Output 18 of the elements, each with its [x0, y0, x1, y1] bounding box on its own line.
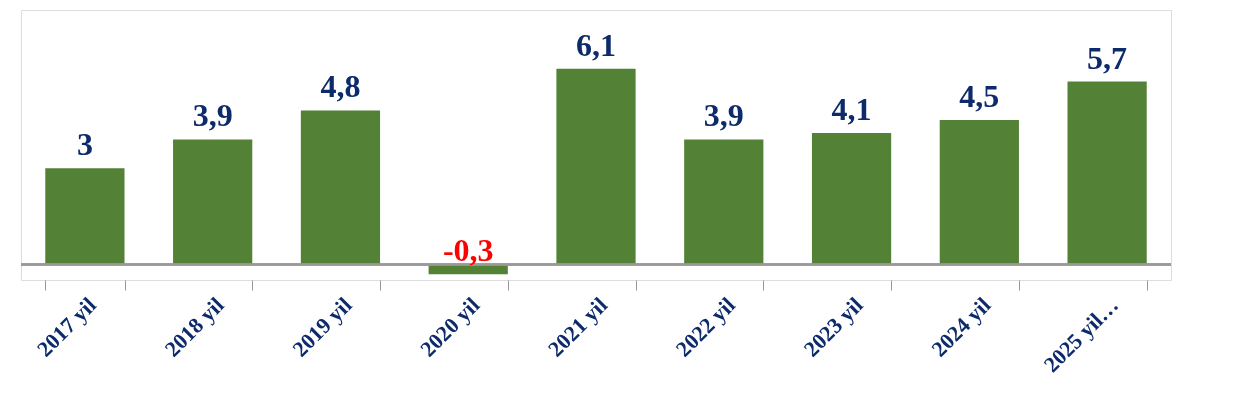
bar — [428, 264, 508, 275]
data-label: 4,8 — [320, 68, 361, 105]
bar — [173, 139, 253, 265]
data-label: 5,7 — [1087, 39, 1128, 76]
data-label: 6,1 — [576, 26, 616, 63]
bar — [556, 68, 636, 265]
bar — [811, 132, 892, 265]
bar — [939, 120, 1019, 265]
data-label: 3,9 — [703, 97, 744, 134]
data-label: 3,9 — [192, 97, 233, 134]
data-label: 4,5 — [959, 78, 1000, 115]
bar — [45, 168, 125, 265]
data-label: 4,1 — [831, 90, 872, 127]
data-label: -0,3 — [442, 232, 494, 269]
bar — [1067, 81, 1147, 265]
bar — [300, 110, 381, 265]
bar — [684, 139, 764, 265]
data-label: 3 — [76, 126, 93, 163]
